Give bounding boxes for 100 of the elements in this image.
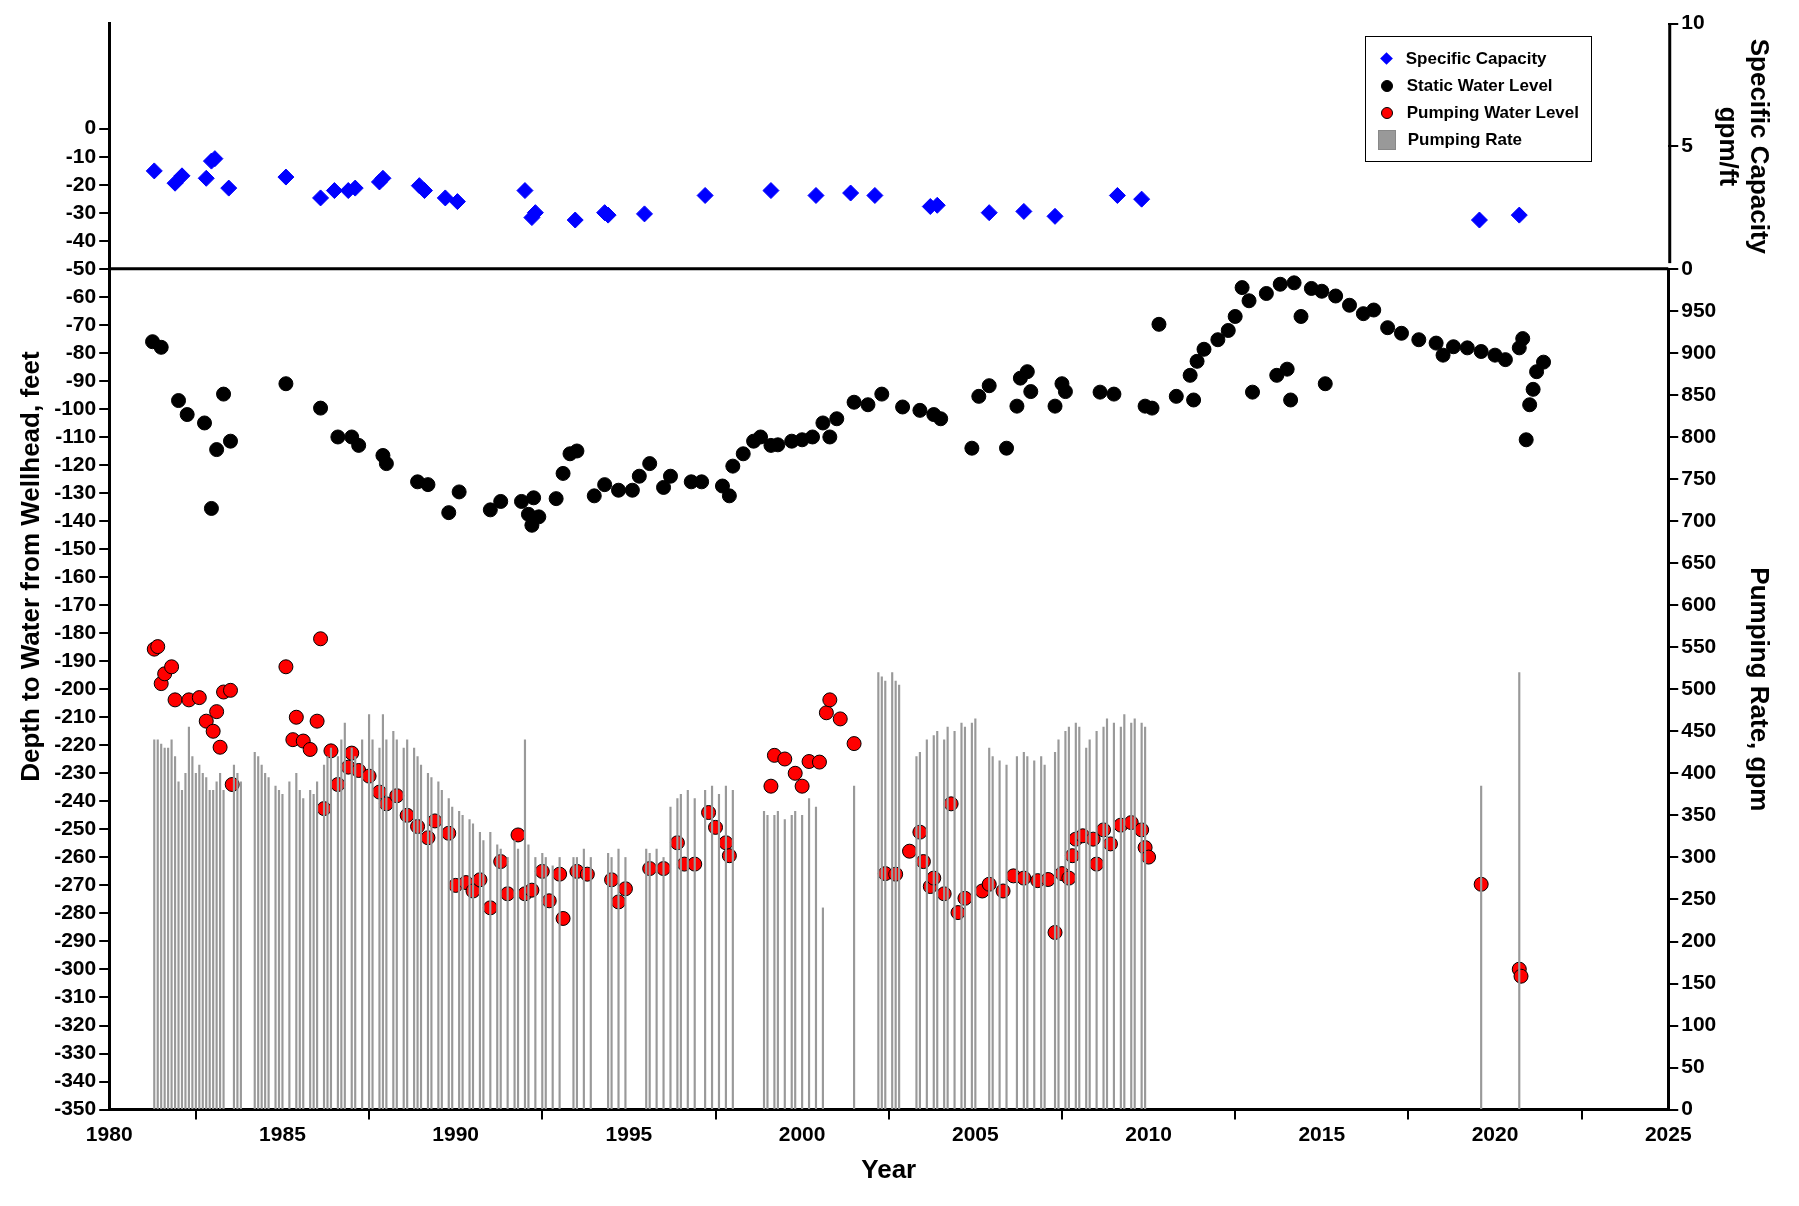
x-tick-label: 2025 [1644,1122,1692,1145]
y-tick-label: -40 [65,227,97,251]
bar [156,739,159,1109]
bar [918,752,921,1109]
bar [783,819,786,1109]
point [516,182,534,200]
bar [1040,756,1043,1109]
y2-tick-label: 700 [1681,508,1717,532]
y-tick-label: -50 [65,255,97,279]
bar [534,857,537,1109]
bar [710,785,714,1109]
bar [198,764,201,1109]
bar [648,852,651,1109]
bar [395,739,398,1109]
bar [277,789,281,1109]
y-tick-label: -60 [65,283,97,307]
point [448,193,466,211]
point [866,186,884,204]
bar [1064,731,1067,1109]
y2-tick-label: 750 [1681,466,1717,490]
bar [513,840,516,1109]
y-tick-label: -260 [54,844,97,868]
y-tick-label: -240 [54,788,97,812]
y2-tick-label: 100 [1681,1012,1717,1036]
point [1470,211,1488,229]
point [696,186,714,204]
y2-tick-label: 650 [1681,550,1717,574]
bar [686,789,689,1109]
bar [1095,731,1098,1109]
bar [298,789,301,1109]
y-tick-label: -230 [54,760,97,784]
bar [998,760,1001,1109]
y-tick-label: -280 [54,900,97,924]
bar [1130,722,1133,1109]
bar [572,857,575,1109]
bar [551,865,554,1109]
point [566,211,584,229]
bar [212,789,215,1109]
bar [1085,747,1088,1109]
point [1108,186,1126,204]
bar [309,789,312,1109]
bar [655,848,658,1109]
x-tick-label: 2020 [1471,1122,1519,1145]
bar [946,726,949,1109]
bar [724,785,727,1109]
bar [447,798,450,1109]
bar [413,747,416,1109]
legend-label: Pumping Rate [1407,129,1523,150]
bar [801,815,804,1109]
bar [167,747,170,1109]
y2-tick-label: 950 [1681,297,1717,321]
bar [624,857,627,1109]
bar [232,764,236,1109]
bar [153,739,156,1109]
y-tick-label: -110 [55,423,97,447]
y-tick-label: -70 [65,311,97,335]
y2-tick-label: 50 [1681,1054,1705,1078]
bar [915,756,918,1109]
bar [894,680,897,1109]
bar [541,852,544,1109]
y2-tick-label: 0 [1681,1096,1693,1120]
bar [440,789,443,1109]
bar [679,794,682,1109]
y-tick-label: -330 [54,1040,97,1064]
bar [406,739,409,1109]
y-tick-label: -340 [54,1068,97,1092]
bar [260,764,263,1109]
bar [932,735,935,1109]
y2-tick-label: 250 [1681,886,1717,910]
bar [1518,672,1521,1109]
y2-tick-label: 350 [1681,802,1717,826]
y-tick-label: -100 [54,395,97,419]
bar [891,672,894,1109]
bar [281,794,284,1109]
point [416,182,433,200]
bar [731,789,734,1109]
y-tick-label: -270 [54,872,97,896]
y-tick-label: -290 [54,928,97,952]
bar [773,815,776,1109]
y2-tick-label: 450 [1681,718,1717,742]
bar [704,789,707,1109]
bar [437,781,440,1109]
bar [1078,726,1081,1109]
point [145,162,163,180]
y-tick-label: -120 [54,451,97,475]
point [842,184,860,202]
bar [340,739,343,1109]
y2-tick-label: 500 [1681,676,1717,700]
bar [645,848,648,1109]
point [1133,190,1151,208]
y-tick-label: -210 [54,704,97,728]
bar [253,752,256,1109]
y-tick-label: -320 [54,1012,97,1036]
y-tick-label: 0 [84,115,97,139]
y-tick-label: -10 [65,143,97,167]
point [980,204,998,222]
bar [506,857,509,1109]
y3-tick-label: 10 [1681,10,1705,34]
bar [953,731,956,1109]
bar [1144,726,1147,1109]
